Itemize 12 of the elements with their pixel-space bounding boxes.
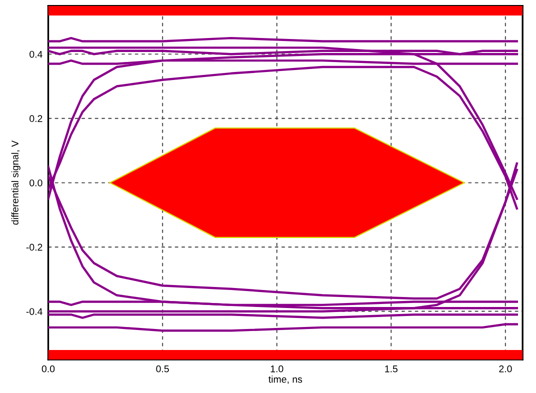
x-axis-title: time, ns — [268, 376, 302, 384]
x-tick-label: 2.0 — [499, 365, 512, 372]
x-tick-label: 0.0 — [42, 365, 55, 372]
y-tick-label: -0.2 — [26, 244, 42, 251]
y-tick-label: -0.4 — [26, 308, 42, 315]
y-axis-title: differential signal, V — [11, 140, 20, 225]
x-tick-label: 1.0 — [270, 365, 284, 372]
x-tick-label: 1.5 — [385, 366, 398, 372]
y-tick-label: 0.4 — [30, 50, 42, 58]
y-tick-label: 0.2 — [30, 115, 42, 122]
y-tick-label: 0.0 — [30, 179, 42, 186]
x-tick-label: 0.5 — [156, 365, 169, 372]
